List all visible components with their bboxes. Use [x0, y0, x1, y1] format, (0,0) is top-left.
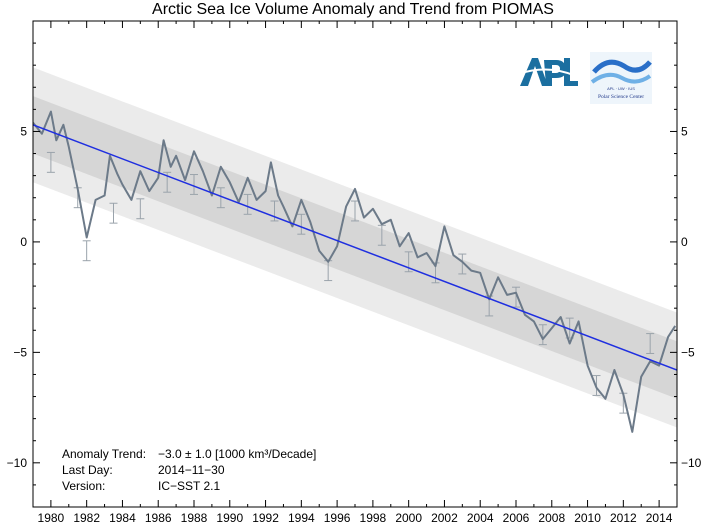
error-bar: [377, 224, 386, 246]
x-tick-label: 1988: [181, 511, 208, 525]
version-annotation: Version: IC−SST 2.1: [62, 478, 220, 494]
error-bar: [46, 151, 55, 173]
y-tick-label-left: 0: [20, 235, 27, 249]
x-tick-label: 2004: [467, 511, 494, 525]
plot-layer: [33, 67, 677, 433]
error-bar: [458, 253, 467, 275]
x-tick-label: 1984: [109, 511, 136, 525]
y-tick-label-left: −10: [7, 456, 28, 470]
y-tick-label-left: 5: [20, 124, 27, 138]
x-tick-label: 2012: [610, 511, 637, 525]
y-tick-label-left: −5: [13, 345, 27, 359]
trend-value: −3.0 ± 1.0 [1000 km³/Decade]: [158, 447, 317, 461]
logo-layer: [517, 52, 652, 104]
x-tick-label: 2010: [574, 511, 601, 525]
x-tick-label: 1996: [324, 511, 351, 525]
x-tick-label: 2006: [503, 511, 530, 525]
y-tick-label-right: 5: [681, 124, 688, 138]
x-tick-label: 2008: [538, 511, 565, 525]
series-line: [33, 110, 677, 433]
error-bar: [216, 187, 225, 209]
y-tick-label-right: −10: [681, 456, 702, 470]
version-label: Version:: [62, 479, 106, 493]
x-tick-label: 1982: [73, 511, 100, 525]
error-bar: [190, 174, 198, 195]
trend-label: Anomaly Trend:: [62, 447, 147, 461]
error-bar: [82, 240, 91, 262]
chart-title: Arctic Sea Ice Volume Anomaly and Trend …: [152, 1, 554, 18]
x-tick-label: 1990: [216, 511, 243, 525]
polar-science-center-logo: [590, 52, 652, 104]
lastday-annotation: Last Day: 2014−11−30: [62, 462, 225, 478]
error-bar: [297, 213, 306, 235]
x-tick-label: 2000: [395, 511, 422, 525]
error-bar: [109, 202, 118, 224]
x-tick-label: 2014: [646, 511, 673, 525]
psc-logo-text: Polar Science Center: [597, 94, 645, 100]
error-bar: [351, 200, 359, 222]
x-tick-label: 1994: [288, 511, 315, 525]
error-bar: [538, 324, 547, 346]
y-tick-label-right: −5: [681, 345, 695, 359]
trend-annotation: Anomaly Trend: −3.0 ± 1.0 [1000 km³/Decad…: [62, 446, 316, 462]
tick-layer: 5 5 0 0 −5 −5 −10 −10 1980 1982 1984 1986 1988 1990 19…: [7, 21, 702, 525]
x-tick-label: 1998: [360, 511, 387, 525]
trend-line: [33, 124, 677, 371]
error-bar: [646, 333, 655, 354]
y-tick-label-right: 0: [681, 235, 688, 249]
lastday-value: 2014−11−30: [158, 463, 225, 477]
error-bar: [136, 198, 145, 220]
lastday-label: Last Day:: [62, 463, 113, 477]
x-tick-label: 1980: [38, 511, 65, 525]
x-tick-label: 1992: [252, 511, 279, 525]
psc-logo-subtext: APL · UW · IUS: [607, 86, 635, 91]
x-tick-label: 2002: [431, 511, 458, 525]
error-bar: [270, 200, 279, 222]
apl-logo: [517, 58, 578, 86]
x-tick-label: 1986: [145, 511, 172, 525]
error-bar: [243, 193, 252, 215]
version-value: IC−SST 2.1: [158, 479, 221, 493]
